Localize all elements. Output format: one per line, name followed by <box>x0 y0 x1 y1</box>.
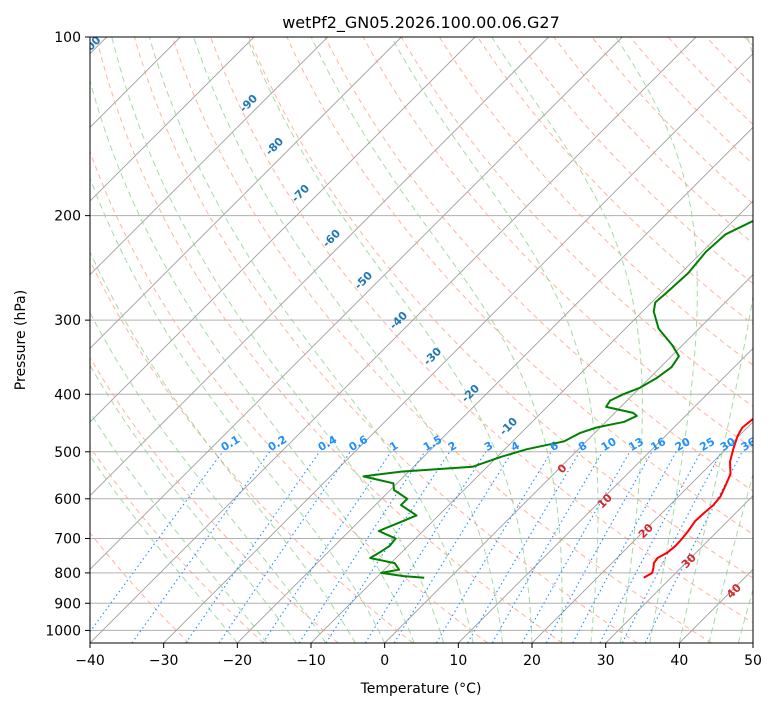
x-tick-label: 40 <box>670 653 688 669</box>
chart-title: wetPf2_GN05.2026.100.00.06.G27 <box>282 13 560 33</box>
x-tick-label: −30 <box>149 653 179 669</box>
x-tick-label: 0 <box>380 653 389 669</box>
y-tick-label: 900 <box>54 596 81 612</box>
y-tick-label: 500 <box>54 445 81 461</box>
y-tick-label: 600 <box>54 492 81 508</box>
x-tick-label: −20 <box>223 653 253 669</box>
x-tick-label: 30 <box>597 653 615 669</box>
x-tick-label: −40 <box>75 653 105 669</box>
y-tick-label: 1000 <box>45 623 81 639</box>
y-tick-label: 300 <box>54 313 81 329</box>
y-tick-label: 700 <box>54 532 81 548</box>
y-tick-label: 400 <box>54 387 81 403</box>
y-tick-label: 200 <box>54 209 81 225</box>
x-tick-label: 20 <box>523 653 541 669</box>
y-tick-label: 100 <box>54 30 81 46</box>
y-axis-label: Pressure (hPa) <box>13 290 29 390</box>
y-tick-label: 800 <box>54 566 81 582</box>
x-axis-label: Temperature (°C) <box>360 681 482 697</box>
x-tick-label: −10 <box>296 653 326 669</box>
x-tick-label: 10 <box>449 653 467 669</box>
x-tick-label: 50 <box>744 653 762 669</box>
